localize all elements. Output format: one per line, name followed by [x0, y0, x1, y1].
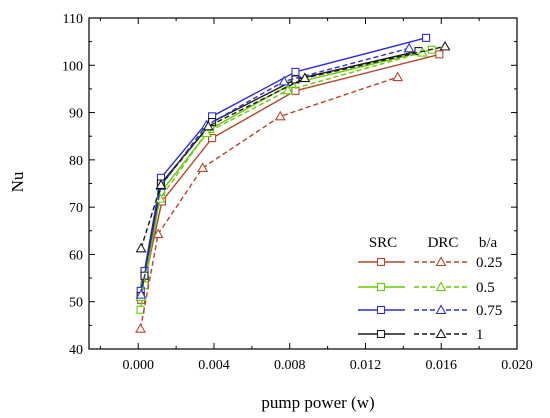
data-point [202, 120, 214, 131]
data-point [439, 40, 451, 51]
legend-ratio-label: 1 [476, 327, 484, 343]
axes: 0.000 0.004 0.008 0.012 0.016 0.020 40 50 60 70 80… [62, 12, 533, 373]
data-point [135, 242, 147, 253]
legend: SRC DRC b/a 0.25 0.5 0.75 1 [358, 235, 502, 343]
series-drc-1 [135, 40, 451, 253]
y-tick-label: 50 [69, 296, 83, 311]
series-line [139, 76, 398, 329]
y-tick-label: 110 [63, 12, 83, 27]
series-line [140, 45, 446, 249]
legend-header: SRC [369, 235, 397, 251]
series-drc-0_25 [135, 71, 404, 333]
x-axis-label: pump power (w) [261, 393, 374, 412]
legend-header: b/a [479, 235, 498, 251]
data-point [197, 162, 209, 172]
legend-src-marker [376, 282, 386, 292]
data-point [154, 193, 166, 203]
data-point [135, 288, 147, 299]
data-point [135, 323, 146, 333]
legend-drc-marker [435, 304, 447, 315]
legend-drc-marker [435, 281, 447, 292]
legend-ratio-label: 0.5 [476, 280, 495, 296]
legend-ratio-label: 0.75 [476, 303, 502, 319]
data-point [282, 84, 294, 95]
x-tick-label: 0.008 [274, 358, 306, 373]
data-point [403, 42, 415, 53]
y-tick-label: 100 [62, 59, 83, 74]
data-point [291, 67, 300, 76]
data-point [392, 71, 404, 82]
y-tick-label: 40 [69, 343, 83, 358]
x-tick-label: 0.020 [501, 358, 533, 373]
legend-header: DRC [428, 235, 459, 251]
data-point [200, 127, 212, 137]
y-tick-label: 80 [69, 154, 83, 169]
data-point [208, 134, 217, 143]
x-tick-label: 0.016 [425, 358, 457, 373]
data-point [422, 33, 431, 42]
x-tick-label: 0.004 [198, 358, 230, 373]
y-axis-label: Nu [8, 171, 27, 192]
y-tick-label: 60 [69, 248, 83, 263]
data-point [435, 50, 444, 59]
data-point [278, 75, 290, 86]
legend-drc-marker [435, 328, 447, 339]
legend-drc-marker [435, 256, 447, 267]
legend-src-marker [376, 257, 386, 267]
x-tick-label: 0.012 [350, 358, 382, 373]
data-point [152, 228, 164, 239]
data-point [274, 110, 286, 121]
data-point [155, 179, 167, 189]
legend-src-marker [376, 329, 386, 339]
y-tick-label: 70 [69, 201, 83, 216]
legend-src-marker [376, 305, 386, 315]
data-point [299, 72, 311, 83]
series-layer [135, 33, 451, 333]
x-tick-label: 0.000 [122, 358, 154, 373]
y-tick-label: 90 [69, 107, 83, 122]
legend-ratio-label: 0.25 [476, 255, 502, 271]
